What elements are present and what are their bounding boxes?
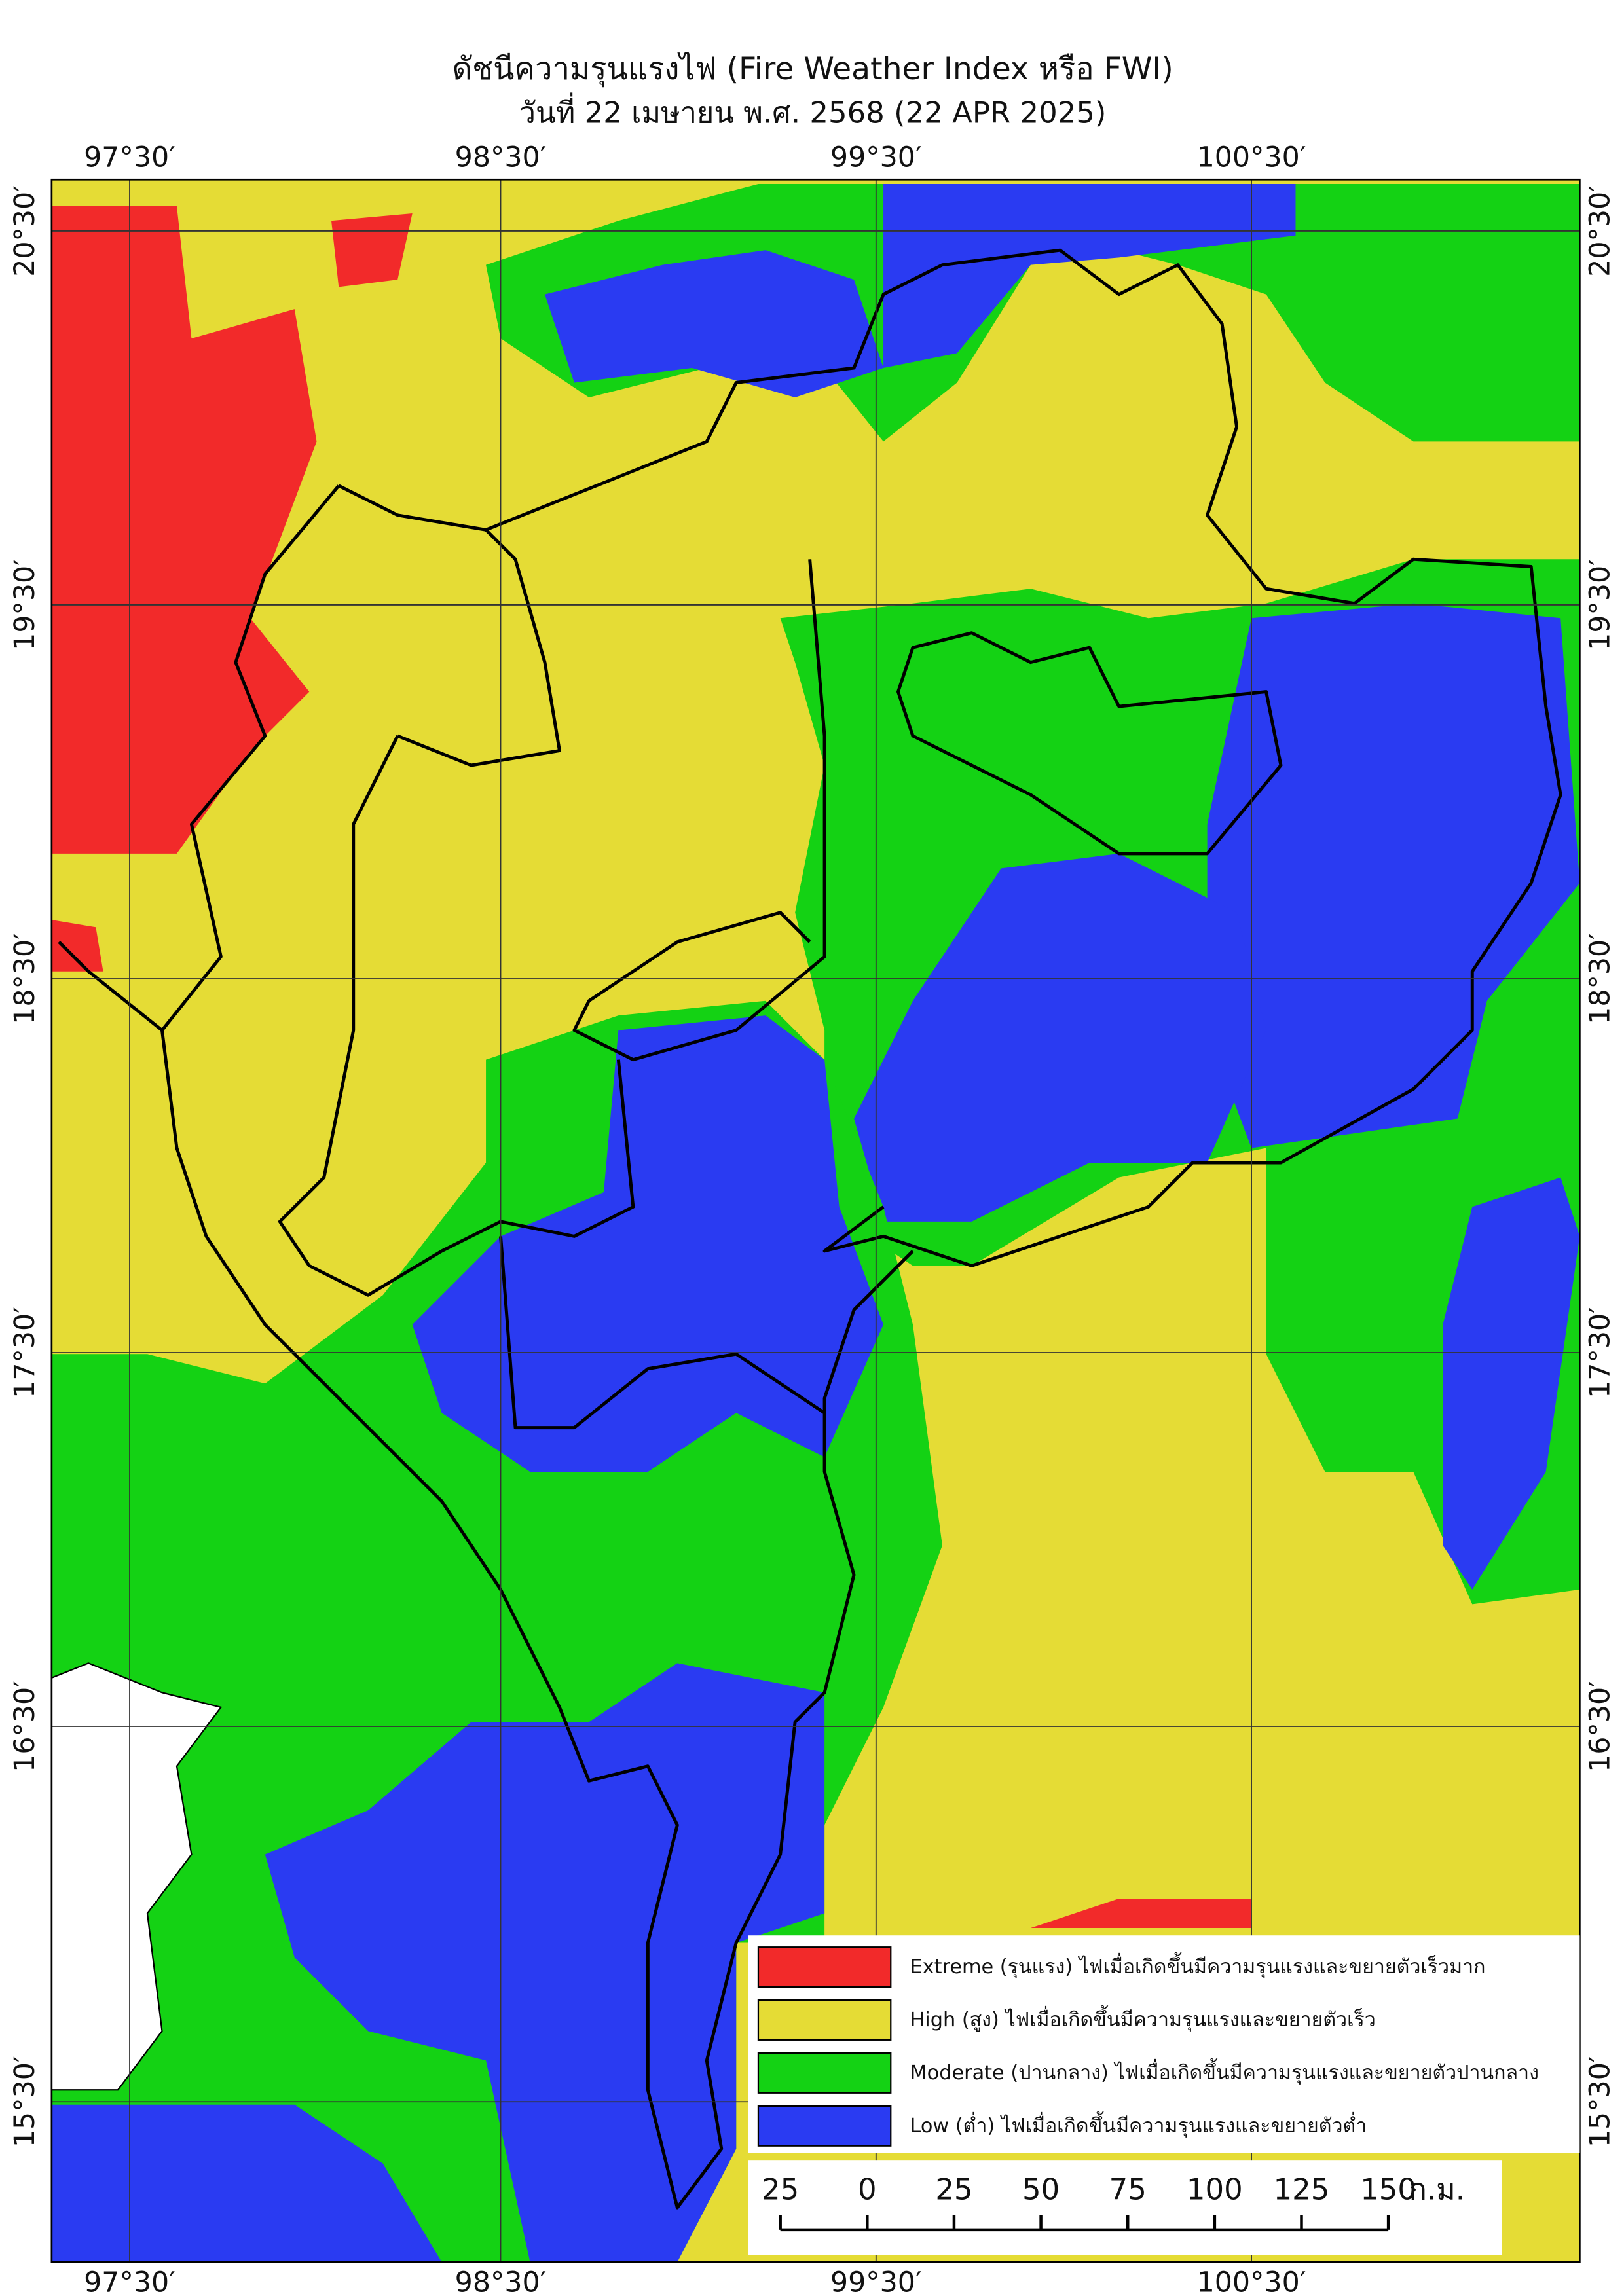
scale-tick-label: 75 (1109, 2172, 1147, 2206)
low-area (412, 1015, 884, 1472)
scale-unit: ก.ม. (1409, 2172, 1465, 2206)
province-borders (58, 248, 1562, 2210)
lon-label-top: 97°30′ (84, 141, 175, 173)
legend-swatch (757, 2105, 892, 2147)
lat-label-right: 19°30′ (1584, 559, 1617, 651)
lat-label-left: 20°30′ (9, 185, 41, 277)
lon-label-bottom: 99°30′ (830, 2267, 922, 2296)
lat-label-left: 19°30′ (9, 559, 41, 651)
lat-label-left: 18°30′ (9, 933, 41, 1025)
legend: Extreme (รุนแรง) ไฟเมื่อเกิดขึ้นมีความรุ… (748, 1935, 1580, 2153)
low-area (1207, 603, 1580, 1148)
lat-label-left: 15°30′ (9, 2056, 41, 2147)
lon-label-bottom: 97°30′ (84, 2267, 175, 2296)
low-area (854, 853, 1266, 1222)
lon-label-bottom: 98°30′ (455, 2267, 547, 2296)
extreme-area (331, 213, 413, 287)
title: ดัชนีความรุนแรงไฟ (Fire Weather Index หร… (452, 51, 1173, 88)
scale-tick-label: 50 (1022, 2172, 1060, 2206)
lat-label-right: 18°30′ (1584, 933, 1617, 1025)
map-frame (50, 178, 1581, 2263)
low-area (883, 184, 1296, 369)
scale-tick-label: 0 (858, 2172, 877, 2206)
extreme-area (1030, 1899, 1252, 1928)
scale-box (748, 2160, 1502, 2255)
scale-tick-label: 125 (1274, 2172, 1330, 2206)
sea (50, 1662, 223, 2091)
legend-swatch (757, 1946, 892, 1988)
legend-swatch (757, 1999, 892, 2041)
scale-tick-label: 150 (1360, 2172, 1416, 2206)
low-area (265, 1663, 825, 2263)
low-area (1443, 1177, 1580, 1590)
lon-label-top: 100°30′ (1197, 141, 1306, 173)
lat-label-right: 17°30′ (1584, 1307, 1617, 1398)
lat-label-left: 16°30′ (9, 1681, 41, 1772)
lat-label-right: 16°30′ (1584, 1681, 1617, 1772)
legend-label: Moderate (ปานกลาง) ไฟเมื่อเกิดขึ้นมีความ… (910, 2058, 1538, 2085)
moderate-area (486, 184, 1580, 442)
fwi-field (50, 179, 1580, 2263)
extreme-area (51, 920, 103, 972)
legend-label: High (สูง) ไฟเมื่อเกิดขึ้นมีความรุนแรงแล… (910, 2005, 1375, 2032)
legend-label: Low (ต่ำ) ไฟเมื่อเกิดขึ้นมีความรุนแรงและ… (910, 2111, 1367, 2138)
lat-label-right: 20°30′ (1584, 185, 1617, 277)
subtitle: วันที่ 22 เมษายน พ.ศ. 2568 (22 APR 2025) (519, 92, 1107, 130)
low-area (544, 250, 884, 397)
scale-tick-label: 100 (1187, 2172, 1243, 2206)
lon-label-top: 98°30′ (455, 141, 547, 173)
legend-swatch (757, 2052, 892, 2094)
extreme-area (51, 206, 317, 854)
scale-tick-label: 25 (935, 2172, 972, 2206)
scale-tick-label: 25 (762, 2172, 799, 2206)
lat-label-right: 15°30′ (1584, 2056, 1617, 2147)
lon-label-top: 99°30′ (830, 141, 922, 173)
legend-label: Extreme (รุนแรง) ไฟเมื่อเกิดขึ้นมีความรุ… (910, 1952, 1485, 1979)
lon-label-bottom: 100°30′ (1197, 2267, 1306, 2296)
graticule (51, 179, 1580, 2263)
lat-label-left: 17°30′ (9, 1307, 41, 1398)
low-area (51, 2104, 442, 2263)
